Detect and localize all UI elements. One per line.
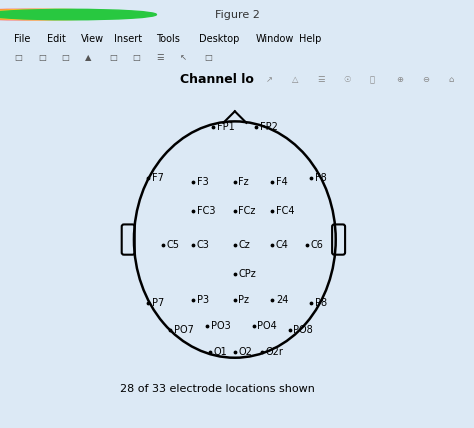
Text: O2r: O2r	[266, 347, 284, 357]
Text: Window: Window	[256, 34, 294, 44]
Text: O1: O1	[214, 347, 228, 357]
Text: Channel lo: Channel lo	[180, 73, 254, 86]
Text: ⊕: ⊕	[396, 75, 403, 84]
Text: ⌂: ⌂	[448, 75, 453, 84]
Text: C4: C4	[276, 241, 289, 250]
Text: ⊖: ⊖	[422, 75, 429, 84]
Text: P8: P8	[315, 298, 327, 308]
Text: 24: 24	[276, 295, 288, 305]
Text: C3: C3	[197, 241, 210, 250]
Text: Fz: Fz	[238, 177, 249, 187]
Text: C6: C6	[310, 241, 323, 250]
Text: File: File	[14, 34, 31, 44]
Text: ☉: ☉	[344, 75, 351, 84]
Text: F3: F3	[197, 177, 209, 187]
Text: ↗: ↗	[265, 75, 273, 84]
Text: □: □	[62, 54, 70, 62]
Text: View: View	[81, 34, 104, 44]
Text: FC4: FC4	[276, 206, 294, 216]
Text: F8: F8	[315, 172, 327, 183]
Text: 28 of 33 electrode locations shown: 28 of 33 electrode locations shown	[119, 383, 314, 394]
Text: FP1: FP1	[217, 122, 235, 132]
Text: CPz: CPz	[238, 269, 256, 279]
Text: ▲: ▲	[85, 54, 92, 62]
Text: □: □	[133, 54, 141, 62]
Text: Pz: Pz	[238, 295, 249, 305]
Text: Desktop: Desktop	[199, 34, 239, 44]
Text: △: △	[292, 75, 298, 84]
Text: Figure 2: Figure 2	[215, 9, 259, 20]
Text: Edit: Edit	[47, 34, 66, 44]
Text: ☰: ☰	[318, 75, 325, 84]
Text: Tools: Tools	[156, 34, 180, 44]
Text: Help: Help	[299, 34, 321, 44]
Text: □: □	[204, 54, 212, 62]
Text: PO3: PO3	[211, 321, 231, 331]
Text: Insert: Insert	[114, 34, 142, 44]
Text: □: □	[38, 54, 46, 62]
Text: PO4: PO4	[257, 321, 277, 331]
Text: PO7: PO7	[173, 325, 193, 336]
Text: ↖: ↖	[180, 54, 187, 62]
Text: FCz: FCz	[238, 206, 256, 216]
Text: F7: F7	[152, 172, 164, 183]
Text: □: □	[109, 54, 117, 62]
Text: Cz: Cz	[238, 241, 250, 250]
Text: ☰: ☰	[156, 54, 164, 62]
Text: P3: P3	[197, 295, 209, 305]
Circle shape	[0, 9, 109, 20]
Text: PO8: PO8	[293, 325, 313, 336]
Text: C5: C5	[166, 241, 179, 250]
Text: O2: O2	[238, 347, 252, 357]
Text: F4: F4	[276, 177, 288, 187]
Circle shape	[0, 9, 156, 20]
Text: ✋: ✋	[370, 75, 375, 84]
Text: □: □	[14, 54, 22, 62]
Text: P7: P7	[152, 298, 164, 308]
Text: FP2: FP2	[260, 122, 278, 132]
Circle shape	[0, 9, 133, 20]
Text: FC3: FC3	[197, 206, 215, 216]
